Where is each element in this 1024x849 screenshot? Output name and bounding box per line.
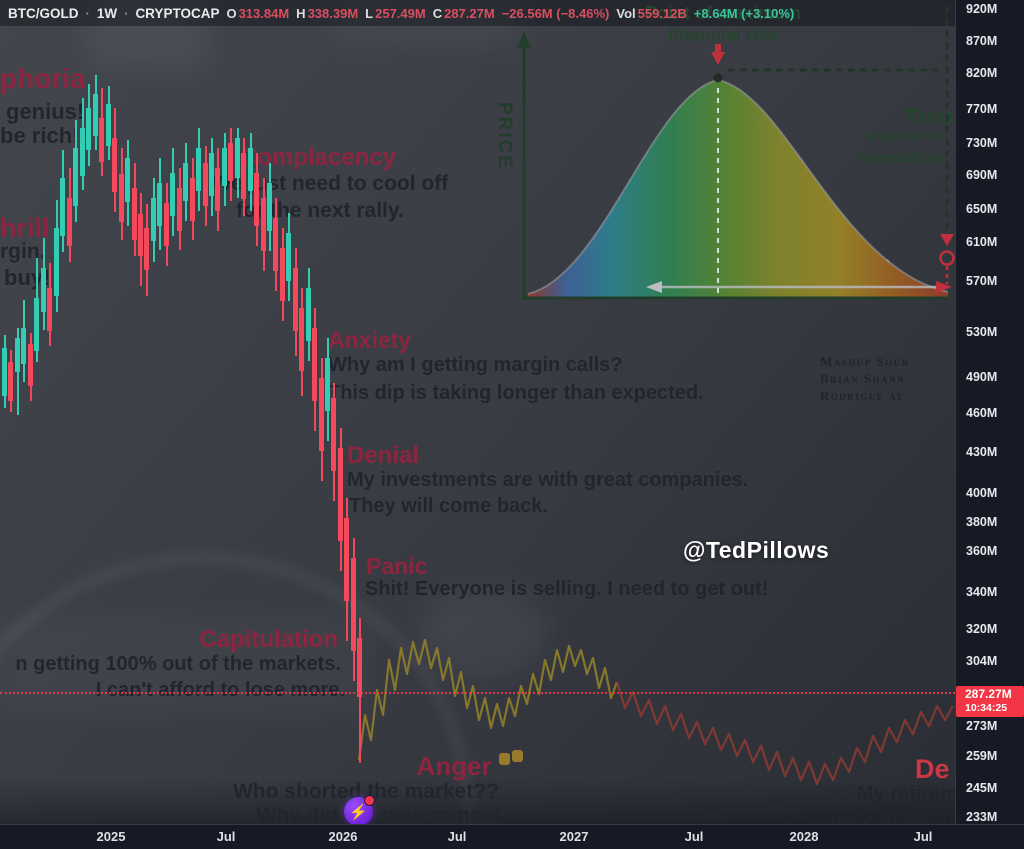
price-axis[interactable]: 920M 870M 820M 770M 730M 690M 650M 610M 570M 530M… xyxy=(955,0,1024,849)
price-axis-label: 490M xyxy=(966,370,998,384)
price-axis-label: 304M xyxy=(966,654,998,668)
price-axis-label: 570M xyxy=(966,274,998,288)
time-axis-label: Jul xyxy=(913,829,933,844)
symbol-title[interactable]: BTC/GOLD xyxy=(8,6,79,21)
price-axis-label: 460M xyxy=(966,406,998,420)
open-label: O xyxy=(226,6,237,21)
price-axis-label: 400M xyxy=(966,486,998,500)
volume-label: Vol xyxy=(616,6,636,21)
close-value: 287.27M xyxy=(444,6,495,21)
price-axis-label: 610M xyxy=(966,235,998,249)
price-axis-label: 259M xyxy=(966,749,998,763)
time-axis-label: Jul xyxy=(216,829,236,844)
last-price-value: 287.27M xyxy=(965,687,1012,701)
change-value: −26.56M (−8.46%) xyxy=(501,6,610,21)
price-axis-label: 320M xyxy=(966,622,998,636)
price-axis-label: 340M xyxy=(966,585,998,599)
risk-arrow-icon xyxy=(711,52,725,65)
flash-icon-button[interactable]: ⚡ xyxy=(344,795,375,826)
separator: · xyxy=(85,6,90,21)
volume-value: 559.12B xyxy=(637,6,687,21)
ghost-logo-blob xyxy=(418,585,548,680)
price-axis-label: 730M xyxy=(966,136,998,150)
time-axis-label: Jul xyxy=(684,829,704,844)
time-axis-label: Jul xyxy=(447,829,467,844)
exchange-label: CRYPTOCAP xyxy=(135,6,220,21)
price-axis-label: 360M xyxy=(966,544,998,558)
close-field: C 287.27M xyxy=(433,6,495,21)
price-axis-label: 770M xyxy=(966,102,998,116)
price-axis-label: 820M xyxy=(966,66,998,80)
interval-label[interactable]: 1W xyxy=(96,6,118,21)
price-axis-label: 233M xyxy=(966,810,998,824)
price-axis-label: 245M xyxy=(966,781,998,795)
open-field: O 313.84M xyxy=(226,6,289,21)
ohlc-header: BTC/GOLD · 1W · CRYPTOCAP O 313.84M H 33… xyxy=(8,6,794,21)
time-axis-label: 2027 xyxy=(559,829,589,844)
volume-change: +8.64M (+3.10%) xyxy=(693,6,795,21)
price-axis-label: 690M xyxy=(966,168,998,182)
bell-curve-fill xyxy=(528,80,948,298)
price-axis-label: 870M xyxy=(966,34,998,48)
price-axis-arrow-icon xyxy=(517,31,531,48)
price-axis-label: 530M xyxy=(966,325,998,339)
contraction-arrow-right-icon xyxy=(936,281,952,293)
last-price-badge: 287.27M 10:34:25 xyxy=(956,686,1024,717)
bottom-fade xyxy=(0,778,955,824)
price-axis-label: 273M xyxy=(966,719,998,733)
time-axis-label: 2026 xyxy=(328,829,358,844)
price-axis-label: 380M xyxy=(966,515,998,529)
diagram-price-axis-label: PRICE xyxy=(494,101,515,171)
separator: · xyxy=(124,6,129,21)
trough-arrow-icon xyxy=(940,234,954,246)
contraction-arrow-left-icon xyxy=(646,281,662,293)
notification-dot xyxy=(364,795,375,806)
open-value: 313.84M xyxy=(238,6,290,21)
high-value: 338.39M xyxy=(307,6,359,21)
opportunity-marker-icon xyxy=(939,250,955,266)
peak-dot xyxy=(713,73,723,83)
volume-field: Vol 559.12B xyxy=(616,6,686,21)
price-axis-label: 430M xyxy=(966,445,998,459)
risk-arrow-stem xyxy=(715,44,721,52)
time-axis[interactable]: 2025 Jul 2026 Jul 2027 Jul 2028 Jul xyxy=(0,824,1024,849)
ghost-text-shape xyxy=(330,0,520,44)
ghost-text-shape xyxy=(88,0,208,70)
angry-emoji-icon xyxy=(512,750,523,762)
low-label: L xyxy=(365,6,374,21)
price-axis-label: 650M xyxy=(966,202,998,216)
angry-emoji-icon xyxy=(499,753,510,765)
bar-countdown-timer: 10:34:25 xyxy=(965,701,1008,714)
time-axis-label: 2025 xyxy=(96,829,126,844)
low-value: 257.49M xyxy=(375,6,426,21)
last-price-line xyxy=(0,692,955,694)
high-label: H xyxy=(296,6,306,21)
high-field: H 338.39M xyxy=(296,6,358,21)
top-dark-band xyxy=(0,0,955,26)
market-cycle-diagram xyxy=(517,6,955,300)
price-axis-label: 920M xyxy=(966,2,998,16)
time-axis-label: 2028 xyxy=(789,829,819,844)
lightning-icon: ⚡ xyxy=(349,803,368,821)
low-field: L 257.49M xyxy=(365,6,426,21)
close-label: C xyxy=(432,6,443,21)
